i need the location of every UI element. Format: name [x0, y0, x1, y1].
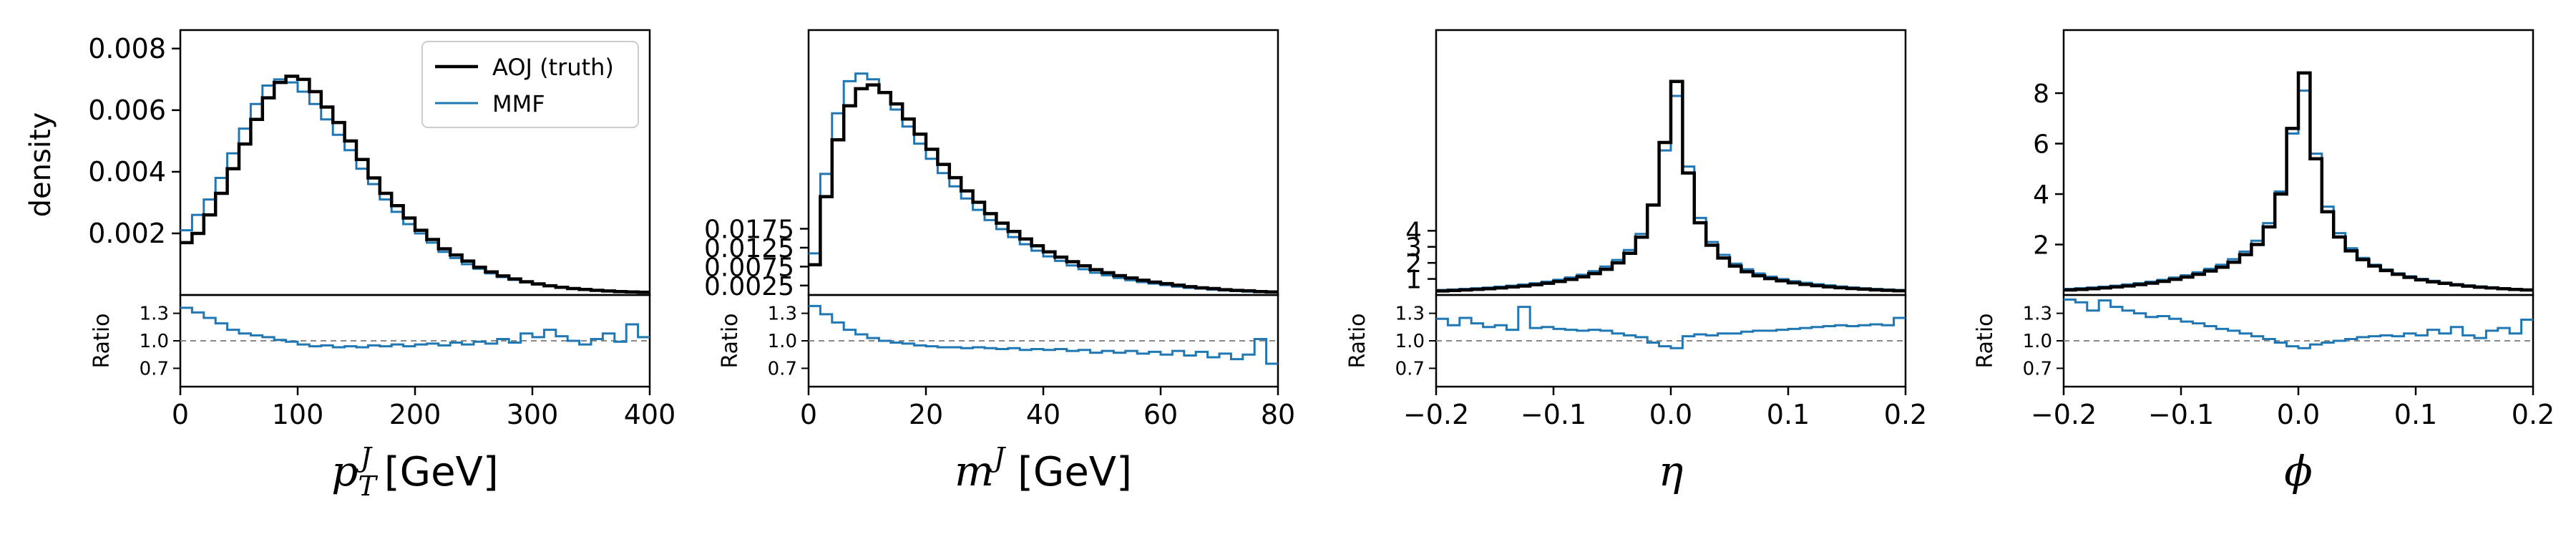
x-tick-label: 200 [389, 399, 441, 430]
legend-mmf-label: MMF [492, 90, 545, 117]
truth-histogram-line [180, 74, 650, 294]
ratio-axis-label: Ratio [89, 313, 114, 368]
y-tick-label: 0.004 [88, 156, 166, 188]
ratio-y-tick-label: 1.0 [1395, 331, 1425, 352]
x-tick-label: 40 [1026, 399, 1060, 430]
x-axis-label: mJ [GeV] [955, 442, 1132, 495]
y-tick-label: 0.0025 [704, 272, 794, 301]
x-tick-label: 100 [272, 399, 324, 430]
ratio-y-tick-label: 0.7 [2023, 358, 2052, 379]
ratio-y-tick-label: 1.0 [768, 331, 797, 352]
mmf-histogram-line [809, 72, 1278, 294]
x-axis-label-symbol: ϕ [2284, 447, 2313, 495]
x-tick-label: −0.2 [2031, 399, 2097, 430]
ratio-axis-label: Ratio [718, 313, 743, 368]
ratio-axis-label: Ratio [1345, 313, 1370, 368]
x-tick-label: 0.2 [2512, 399, 2555, 430]
x-axis-label-subscript: T [358, 470, 378, 502]
y-tick-label: 4 [1405, 217, 1422, 246]
ratio-y-tick-label: 1.3 [2023, 304, 2052, 325]
truth-histogram-line [1436, 79, 1906, 293]
truth-histogram-line [2064, 71, 2533, 292]
y-tick-label: 8 [2033, 79, 2049, 109]
panel-1: 0 100 200 300 400 0.002 0.004 0.006 0.008 1.3 1.0 0… [24, 29, 676, 502]
x-axis-label: pTJ [GeV] [331, 442, 498, 502]
y-tick-label: 0.006 [88, 95, 166, 126]
main-axes-frame [1435, 29, 1907, 296]
x-tick-label: 0.0 [1649, 399, 1692, 430]
y-tick-label: 6 [2033, 130, 2049, 160]
x-axis-label-unit: [GeV] [1005, 449, 1132, 495]
y-tick-label: 2 [1405, 249, 1422, 279]
main-axes-frame [2062, 29, 2534, 296]
ratio-y-tick-label: 1.3 [768, 304, 797, 325]
x-tick-label: 80 [1261, 399, 1295, 430]
x-tick-label: 0.2 [1884, 399, 1927, 430]
ratio-y-tick-label: 1.0 [140, 331, 169, 352]
x-tick-label: 400 [624, 399, 676, 430]
legend-truth-label: AOJ (truth) [492, 54, 614, 81]
ratio-y-tick-label: 0.7 [768, 358, 797, 379]
ratio-step-line [2064, 298, 2533, 349]
x-tick-label: 0.1 [2394, 399, 2437, 430]
y-tick-label: 1 [1405, 266, 1422, 295]
ratio-y-tick-label: 0.7 [140, 358, 169, 379]
ratio-step-line [1436, 306, 1906, 349]
x-axis-label-symbol: p [331, 447, 358, 495]
legend-frame [421, 41, 639, 128]
y-tick-label: 3 [1405, 233, 1422, 263]
x-tick-label: 0.1 [1767, 399, 1810, 430]
x-tick-label: −0.1 [2148, 399, 2214, 430]
x-tick-label: 0 [800, 399, 817, 430]
x-tick-label: 300 [507, 399, 559, 430]
x-tick-label: 0.0 [2277, 399, 2320, 430]
legend: AOJ (truth) MMF [421, 41, 639, 128]
ratio-step-line [180, 306, 650, 349]
y-tick-label: 0.0175 [704, 216, 794, 245]
ratio-y-tick-label: 1.3 [1395, 304, 1425, 325]
y-tick-label: 0.0075 [704, 253, 794, 282]
x-tick-label: −0.2 [1403, 399, 1469, 430]
y-tick-label: 2 [2033, 231, 2049, 261]
ratio-y-tick-label: 1.0 [2023, 331, 2052, 352]
x-axis-label-symbol: η [1659, 447, 1684, 495]
y-tick-label: 0.008 [88, 33, 166, 64]
panel-4: −0.2 −0.1 0.0 0.1 0.2 2 4 6 8 1.3 1.0 0.7 Ratio ϕ [1973, 29, 2555, 495]
x-tick-label: 20 [909, 399, 943, 430]
x-axis-label-unit: [GeV] [371, 449, 499, 495]
x-axis-label: ϕ [2284, 447, 2313, 495]
y-tick-label: 0.0125 [704, 234, 794, 263]
x-axis-label: η [1659, 447, 1684, 495]
x-tick-label: 60 [1143, 399, 1178, 430]
ratio-y-tick-label: 0.7 [1395, 358, 1425, 379]
y-tick-label: 0.002 [88, 218, 166, 249]
x-tick-label: −0.1 [1521, 399, 1586, 430]
ratio-axis-label: Ratio [1973, 313, 1998, 368]
ratio-step-line [809, 304, 1278, 365]
y-tick-label: 4 [2033, 180, 2049, 210]
truth-histogram-line [809, 83, 1278, 294]
ratio-y-tick-label: 1.3 [140, 304, 169, 325]
x-axis-label-symbol: m [955, 447, 994, 495]
density-axis-label: density [24, 112, 57, 218]
x-tick-label: 0 [172, 399, 189, 430]
